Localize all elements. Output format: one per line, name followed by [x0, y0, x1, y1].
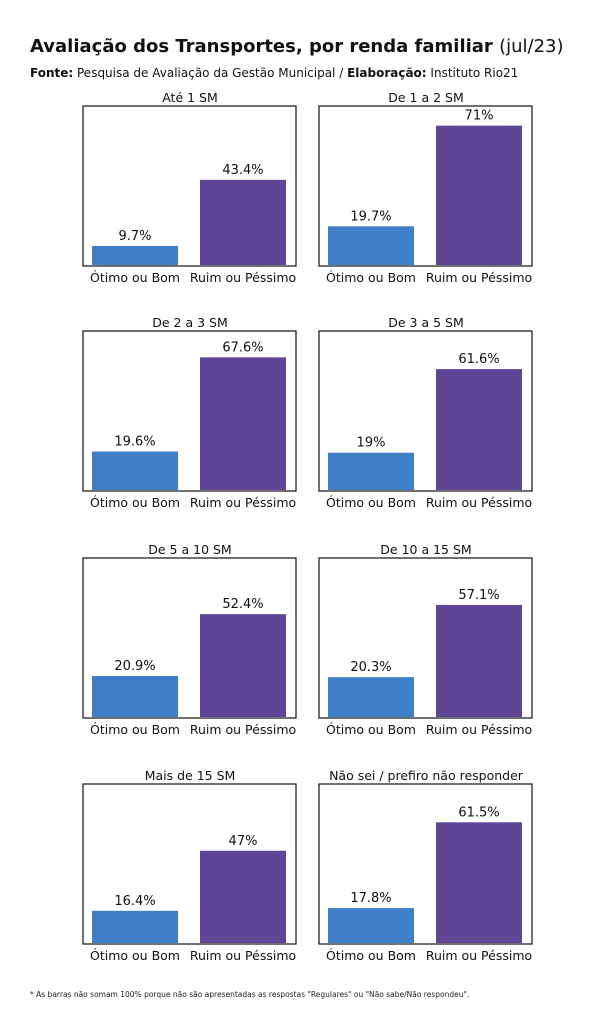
chart-panel: De 5 a 10 SM 20.9% Ótimo ou Bom 52.4% Ruim o… [82, 542, 298, 742]
x-tick-label: Ruim ou Péssimo [426, 270, 532, 285]
data-label: 19.7% [350, 209, 391, 224]
footnote: * As barras não somam 100% porque não sã… [30, 990, 470, 999]
x-tick-label: Ruim ou Péssimo [426, 495, 532, 510]
chart-panel: De 10 a 15 SM 20.3% Ótimo ou Bom 57.1% Ruim … [318, 542, 534, 742]
bar-chart: 19% Ótimo ou Bom 61.6% Ruim ou Péssimo [318, 330, 533, 510]
bar-ruim-ou-pessimo [436, 125, 522, 265]
chart-title: Até 1 SM [162, 90, 218, 105]
bar-ruim-ou-pessimo [200, 357, 286, 490]
source-line: Fonte: Pesquisa de Avaliação da Gestão M… [30, 66, 518, 80]
chart-title: De 2 a 3 SM [152, 315, 228, 330]
data-label: 16.4% [114, 894, 155, 909]
x-tick-label: Ruim ou Péssimo [190, 495, 296, 510]
x-tick-label: Ótimo ou Bom [326, 722, 416, 737]
data-label: 20.3% [350, 660, 391, 675]
x-tick-label: Ótimo ou Bom [90, 948, 180, 963]
plot-frame [82, 330, 297, 492]
bar-chart: 19.6% Ótimo ou Bom 67.6% Ruim ou Péssimo [82, 330, 297, 510]
plot-frame [82, 557, 297, 719]
bar-chart: 20.3% Ótimo ou Bom 57.1% Ruim ou Péssimo [318, 557, 533, 737]
data-label: 71% [465, 109, 494, 124]
x-tick-label: Ruim ou Péssimo [190, 948, 296, 963]
page-title: Avaliação dos Transportes, por renda fam… [30, 36, 564, 57]
chart-title: De 3 a 5 SM [388, 315, 464, 330]
chart-panel: Não sei / prefiro não responder 17.8% Ótim… [318, 768, 534, 968]
x-tick-label: Ruim ou Péssimo [190, 270, 296, 285]
bar-otimo-ou-bom [92, 451, 178, 490]
plot-frame [318, 105, 533, 267]
x-tick-label: Ótimo ou Bom [90, 270, 180, 285]
x-tick-label: Ótimo ou Bom [90, 495, 180, 510]
plot-frame [318, 783, 533, 945]
x-tick-label: Ruim ou Péssimo [426, 948, 532, 963]
bar-otimo-ou-bom [328, 908, 414, 943]
title-text: Avaliação dos Transportes, por renda fam… [30, 36, 493, 57]
bar-otimo-ou-bom [92, 245, 178, 265]
bar-ruim-ou-pessimo [200, 179, 286, 265]
data-label: 9.7% [118, 229, 151, 244]
data-label: 57.1% [458, 588, 499, 603]
data-label: 52.4% [222, 597, 263, 612]
bar-ruim-ou-pessimo [200, 614, 286, 717]
bar-chart: 16.4% Ótimo ou Bom 47% Ruim ou Péssimo [82, 783, 297, 963]
chart-title: De 5 a 10 SM [148, 542, 232, 557]
x-tick-label: Ótimo ou Bom [326, 948, 416, 963]
chart-panel: De 3 a 5 SM 19% Ótimo ou Bom 61.6% Ruim ou P… [318, 315, 534, 515]
credit-label: Elaboração: [347, 66, 427, 80]
bar-ruim-ou-pessimo [200, 850, 286, 943]
data-label: 43.4% [222, 163, 263, 178]
bar-otimo-ou-bom [328, 226, 414, 265]
x-tick-label: Ruim ou Péssimo [426, 722, 532, 737]
chart-title: Não sei / prefiro não responder [329, 768, 523, 783]
data-label: 20.9% [114, 659, 155, 674]
bar-otimo-ou-bom [328, 452, 414, 490]
x-tick-label: Ruim ou Péssimo [190, 722, 296, 737]
bar-chart: 19.7% Ótimo ou Bom 71% Ruim ou Péssimo [318, 105, 533, 285]
chart-title: De 1 a 2 SM [388, 90, 464, 105]
bar-otimo-ou-bom [328, 677, 414, 717]
bar-ruim-ou-pessimo [436, 369, 522, 490]
bar-ruim-ou-pessimo [436, 604, 522, 717]
data-label: 67.6% [222, 340, 263, 355]
data-label: 61.6% [458, 352, 499, 367]
chart-panel: De 1 a 2 SM 19.7% Ótimo ou Bom 71% Ruim ou P… [318, 90, 534, 290]
bar-chart: 9.7% Ótimo ou Bom 43.4% Ruim ou Péssimo [82, 105, 297, 285]
bar-otimo-ou-bom [92, 910, 178, 943]
title-period: (jul/23) [499, 36, 564, 57]
x-tick-label: Ótimo ou Bom [326, 270, 416, 285]
data-label: 17.8% [350, 891, 391, 906]
plot-frame [82, 105, 297, 267]
data-label: 47% [229, 834, 258, 849]
plot-frame [318, 330, 533, 492]
data-label: 19.6% [114, 435, 155, 450]
bar-chart: 17.8% Ótimo ou Bom 61.5% Ruim ou Péssimo [318, 783, 533, 963]
chart-title: Mais de 15 SM [144, 768, 236, 783]
data-label: 61.5% [458, 805, 499, 820]
credit-text: Instituto Rio21 [430, 66, 519, 80]
plot-frame [318, 557, 533, 719]
data-label: 19% [357, 436, 386, 451]
chart-panel: Mais de 15 SM 16.4% Ótimo ou Bom 47% Ruim ou… [82, 768, 298, 968]
bar-otimo-ou-bom [92, 675, 178, 717]
chart-panel: Até 1 SM 9.7% Ótimo ou Bom 43.4% Ruim ou Pés… [82, 90, 298, 290]
source-label: Fonte: [30, 66, 74, 80]
x-tick-label: Ótimo ou Bom [326, 495, 416, 510]
bar-ruim-ou-pessimo [436, 822, 522, 943]
source-text: Pesquisa de Avaliação da Gestão Municipa… [77, 66, 344, 80]
plot-frame [82, 783, 297, 945]
x-tick-label: Ótimo ou Bom [90, 722, 180, 737]
chart-panel: De 2 a 3 SM 19.6% Ótimo ou Bom 67.6% Ruim ou… [82, 315, 298, 515]
bar-chart: 20.9% Ótimo ou Bom 52.4% Ruim ou Péssimo [82, 557, 297, 737]
chart-title: De 10 a 15 SM [380, 542, 472, 557]
